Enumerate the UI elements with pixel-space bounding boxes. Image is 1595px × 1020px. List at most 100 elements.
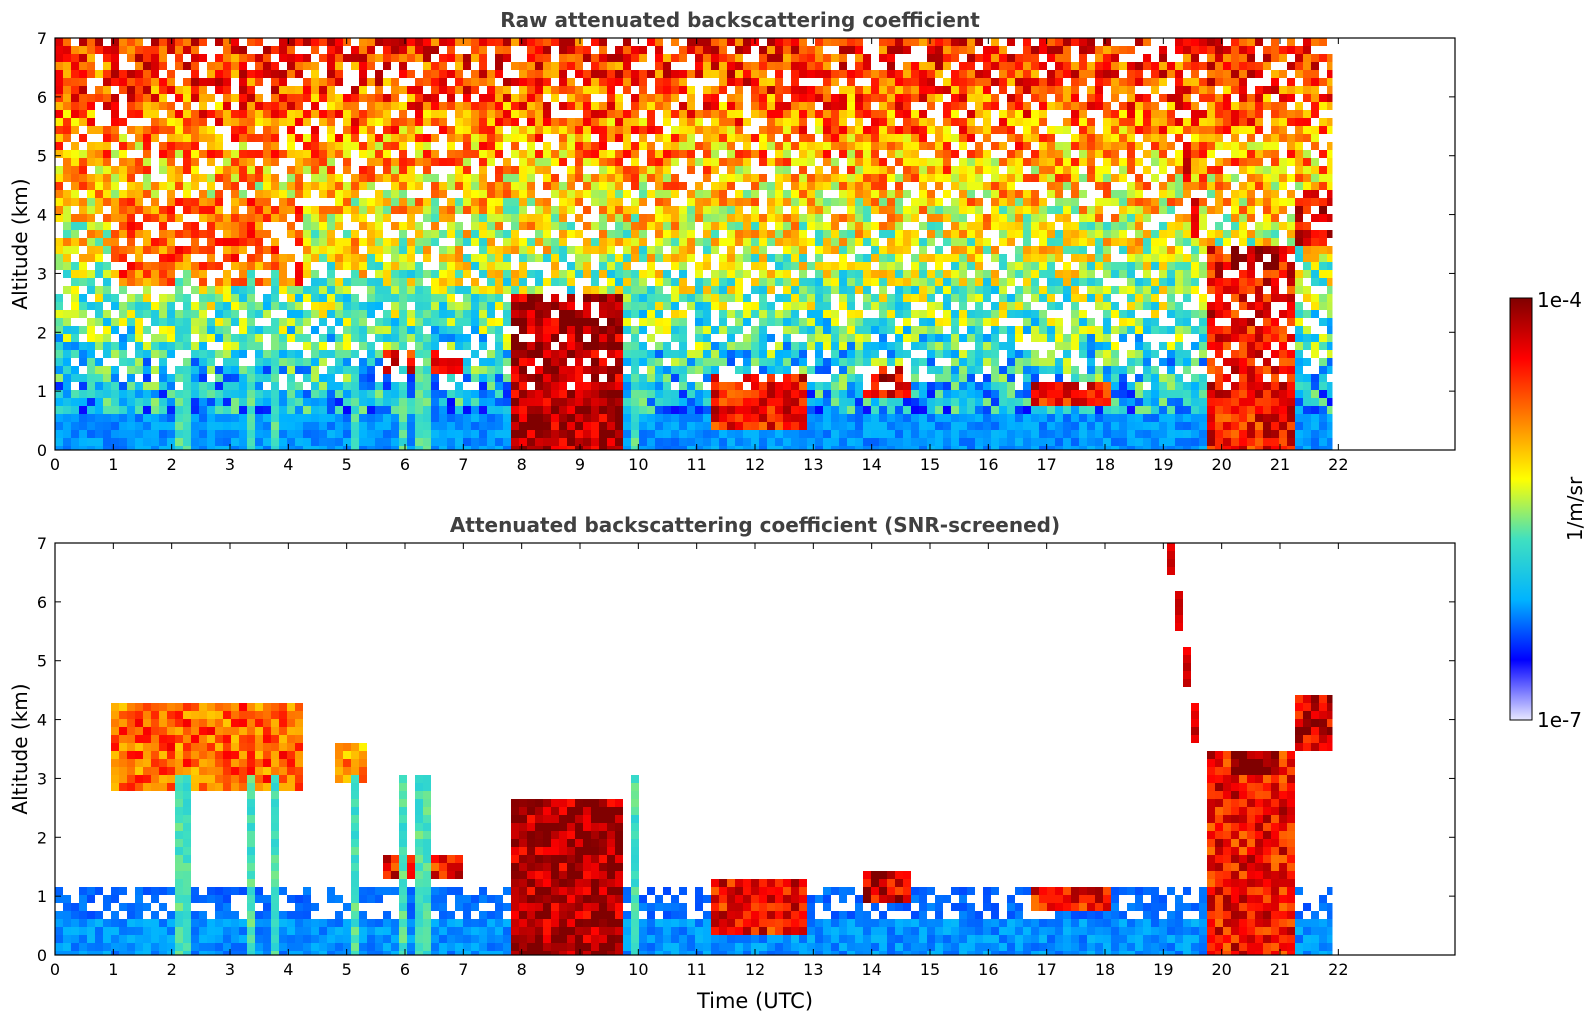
heatmap-cell [231, 182, 239, 190]
heatmap-cell [367, 102, 375, 110]
heatmap-cell [599, 110, 607, 118]
heatmap-cell [751, 230, 759, 238]
heatmap-cell [655, 366, 663, 374]
heatmap-cell [199, 342, 207, 350]
heatmap-cell [503, 318, 511, 326]
heatmap-cell [175, 198, 183, 206]
heatmap-cell [295, 358, 303, 366]
heatmap-cell [711, 350, 719, 358]
heatmap-cell [79, 102, 87, 110]
heatmap-cell [855, 198, 863, 206]
heatmap-cell [431, 334, 439, 342]
heatmap-cell [215, 294, 223, 302]
heatmap-cell [767, 334, 775, 342]
heatmap-cell [239, 166, 247, 174]
heatmap-cell [807, 142, 815, 150]
heatmap-cell [663, 150, 671, 158]
heatmap-cell [159, 398, 167, 406]
heatmap-cell [311, 270, 319, 278]
heatmap-cell [679, 70, 687, 78]
heatmap-cell [575, 358, 583, 366]
heatmap-cell [143, 230, 151, 238]
heatmap-cell [391, 430, 399, 438]
heatmap-cell [951, 54, 959, 62]
heatmap-cell [119, 286, 127, 294]
heatmap-cell [815, 110, 823, 118]
heatmap-cell [831, 278, 839, 286]
heatmap-cell [487, 270, 495, 278]
heatmap-cell [175, 342, 183, 350]
heatmap-cell [215, 102, 223, 110]
heatmap-cell [311, 86, 319, 94]
heatmap-cell [631, 222, 639, 230]
heatmap-cell [567, 38, 575, 46]
heatmap-cell [959, 414, 967, 422]
heatmap-cell [567, 374, 575, 382]
heatmap-cell [831, 286, 839, 294]
heatmap-cell [575, 310, 583, 318]
heatmap-cell [911, 62, 919, 70]
heatmap-cell [423, 302, 431, 310]
heatmap-cell [295, 310, 303, 318]
heatmap-cell [415, 54, 423, 62]
heatmap-cell [567, 134, 575, 142]
heatmap-cell [855, 206, 863, 214]
heatmap-cell [423, 54, 431, 62]
heatmap-cell [951, 342, 959, 350]
heatmap-cell [951, 102, 959, 110]
heatmap-cell [743, 230, 751, 238]
heatmap-cell [439, 62, 447, 70]
heatmap-cell [271, 254, 279, 262]
heatmap-cell [911, 326, 919, 334]
heatmap-cell [167, 102, 175, 110]
heatmap-cell [415, 294, 423, 302]
heatmap-cell [119, 398, 127, 406]
heatmap-cell [471, 422, 479, 430]
heatmap-cell [879, 142, 887, 150]
heatmap-cell [383, 422, 391, 430]
heatmap-cell [239, 150, 247, 158]
heatmap-cell [63, 46, 71, 54]
heatmap-cell [927, 126, 935, 134]
heatmap-cell [879, 174, 887, 182]
heatmap-cell [639, 166, 647, 174]
heatmap-cell [399, 278, 407, 286]
heatmap-cell [783, 310, 791, 318]
heatmap-cell [359, 366, 367, 374]
heatmap-cell [831, 230, 839, 238]
heatmap-cell [159, 166, 167, 174]
heatmap-cell [615, 78, 623, 86]
heatmap-cell [655, 414, 663, 422]
heatmap-cell [831, 54, 839, 62]
heatmap-cell [591, 102, 599, 110]
heatmap-cell [495, 166, 503, 174]
heatmap-cell [519, 222, 527, 230]
heatmap-cell [727, 286, 735, 294]
heatmap-cell [231, 262, 239, 270]
heatmap-cell [767, 430, 775, 438]
heatmap-cell [495, 422, 503, 430]
heatmap-cell [231, 166, 239, 174]
heatmap-cell [399, 110, 407, 118]
heatmap-cell [215, 222, 223, 230]
heatmap-cell [607, 438, 615, 446]
heatmap-cell [943, 110, 951, 118]
heatmap-cell [591, 38, 599, 46]
heatmap-cell [847, 414, 855, 422]
heatmap-cell [287, 142, 295, 150]
heatmap-cell [927, 230, 935, 238]
heatmap-cell [335, 110, 343, 118]
heatmap-cell [71, 310, 79, 318]
heatmap-cell [647, 126, 655, 134]
heatmap-cell [919, 318, 927, 326]
heatmap-cell [863, 254, 871, 262]
heatmap-cell [631, 414, 639, 422]
heatmap-cell [583, 238, 591, 246]
heatmap-cell [159, 94, 167, 102]
heatmap-cell [63, 222, 71, 230]
heatmap-cell [55, 326, 63, 334]
heatmap-cell [55, 94, 63, 102]
heatmap-cell [671, 150, 679, 158]
heatmap-cell [295, 54, 303, 62]
heatmap-cell [655, 182, 663, 190]
